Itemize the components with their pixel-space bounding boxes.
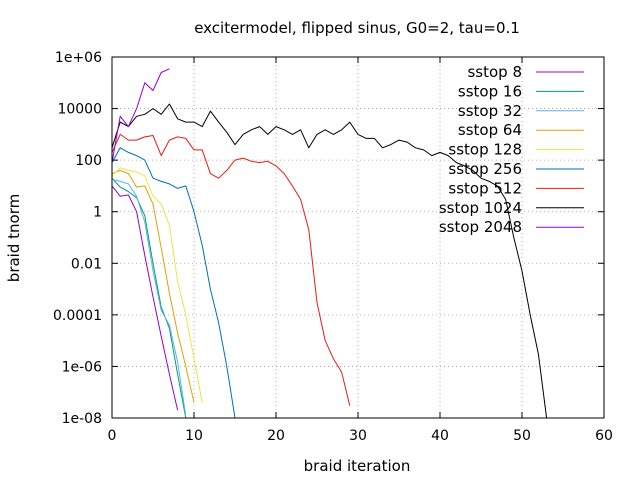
y-tick-label: 1e-08: [62, 411, 102, 427]
y-axis: 1e-08 1e-06 0.0001 0.01 1 100 10000 1e+06: [53, 50, 604, 427]
legend-label: sstop 2048: [439, 218, 522, 236]
x-axis-label: braid iteration: [304, 457, 411, 475]
legend-label: sstop 1024: [439, 199, 522, 217]
y-tick-label: 0.0001: [53, 308, 102, 324]
x-tick-label: 30: [349, 428, 367, 444]
y-tick-label: 1e-06: [62, 359, 102, 375]
series-line: [111, 177, 187, 419]
series-line: [111, 169, 195, 403]
legend-label: sstop 128: [448, 141, 522, 159]
series-line: [111, 133, 351, 406]
x-tick-label: 60: [595, 428, 613, 444]
x-axis: 0 10 20 30 40 50 60: [108, 57, 613, 444]
x-tick-label: 0: [108, 428, 117, 444]
series-line: [111, 167, 203, 403]
y-tick-label: 1e+06: [55, 50, 102, 66]
legend-label: sstop 16: [458, 82, 522, 100]
y-tick-label: 100: [75, 153, 102, 169]
series-lines: [111, 68, 548, 419]
legend-label: sstop 32: [458, 102, 522, 120]
x-tick-label: 50: [513, 428, 531, 444]
series-line: [111, 178, 187, 417]
legend-label: sstop 512: [448, 179, 522, 197]
series-line: [111, 185, 179, 411]
legend-label: sstop 256: [448, 160, 522, 178]
x-tick-label: 20: [267, 428, 285, 444]
legend-label: sstop 8: [467, 63, 522, 81]
grid: [112, 57, 604, 418]
y-tick-label: 10000: [57, 102, 102, 118]
x-tick-label: 10: [185, 428, 203, 444]
series-line: [111, 68, 170, 163]
y-tick-label: 0.01: [71, 256, 102, 272]
legend-label: sstop 64: [458, 121, 522, 139]
x-tick-label: 40: [431, 428, 449, 444]
y-axis-label: braid tnorm: [5, 194, 23, 282]
series-line: [111, 147, 236, 419]
series-line: [111, 103, 548, 419]
chart-title: excitermodel, flipped sinus, G0=2, tau=0…: [194, 19, 520, 37]
y-tick-label: 1: [93, 205, 102, 221]
